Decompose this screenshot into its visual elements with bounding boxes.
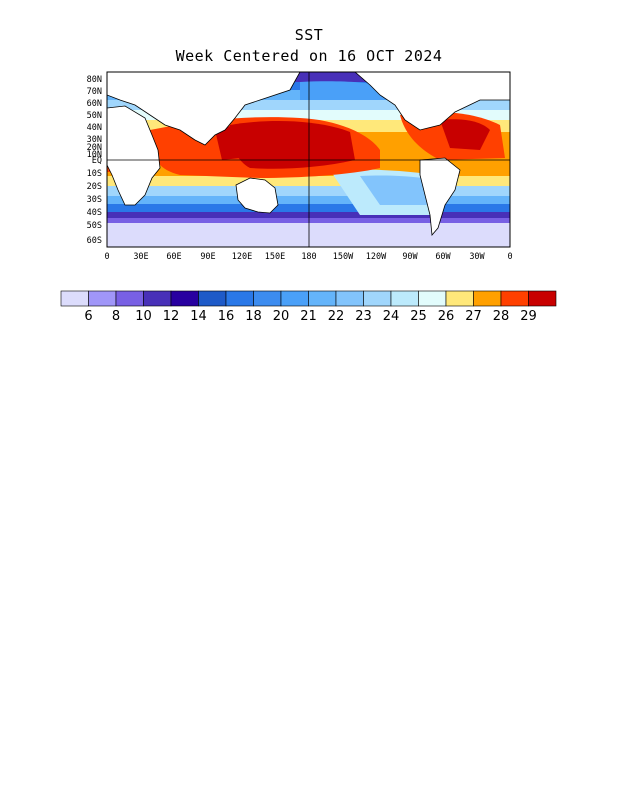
latitude-axis: 80N 70N 60N 50N 40N 30N 20N 10N EQ 10S 2…	[87, 75, 102, 246]
lat-tick: 70N	[87, 87, 102, 97]
lat-tick: 30S	[87, 195, 102, 205]
lon-tick: 0	[104, 252, 109, 262]
lon-tick: 90E	[200, 252, 215, 262]
colorbar-swatch	[280, 290, 309, 307]
longitude-axis: 0 30E 60E 90E 120E 150E 180 150W 120W 90…	[104, 252, 512, 262]
lat-tick: 40N	[87, 123, 102, 133]
lon-tick: 60W	[435, 252, 451, 262]
lon-tick: 120E	[232, 252, 252, 262]
lat-tick: 10N	[87, 150, 102, 160]
colorbar-label: 29	[520, 309, 537, 324]
colorbar-swatch	[528, 290, 557, 307]
colorbar-swatch	[143, 290, 172, 307]
colorbar-swatch	[418, 290, 447, 307]
lat-tick: 80N	[87, 75, 102, 85]
colorbar-label: 6	[84, 309, 92, 324]
lon-tick: 150W	[333, 252, 354, 262]
colorbar-swatch	[500, 290, 529, 307]
colorbar-swatch	[198, 290, 227, 307]
lon-tick: 180	[301, 252, 316, 262]
lat-tick: 30N	[87, 135, 102, 145]
colorbar-label: 27	[465, 309, 482, 324]
land-masses	[107, 72, 510, 236]
colorbar-swatch	[363, 290, 392, 307]
colorbar-swatch	[225, 290, 254, 307]
colorbar-label: 26	[438, 309, 455, 324]
colorbar-swatch	[308, 290, 337, 307]
lat-tick: 60N	[87, 99, 102, 109]
lon-tick: 0	[507, 252, 512, 262]
colorbar-swatch	[88, 290, 117, 307]
colorbar-label: 8	[112, 309, 120, 324]
colorbar-label: 20	[273, 309, 290, 324]
lon-tick: 30W	[469, 252, 485, 262]
lon-tick: 150E	[265, 252, 285, 262]
colorbar-swatch	[335, 290, 364, 307]
colorbar	[60, 290, 557, 307]
lon-tick: 90W	[402, 252, 418, 262]
lat-tick: 40S	[87, 208, 102, 218]
colorbar-label: 24	[383, 309, 400, 324]
map-subtitle: Week Centered on 16 OCT 2024	[175, 47, 443, 65]
lat-tick: 50S	[87, 221, 102, 231]
map-title: SST	[294, 26, 324, 44]
map-frame	[106, 71, 511, 248]
lat-tick: 50N	[87, 111, 102, 121]
colorbar-swatch	[473, 290, 502, 307]
lat-tick: EQ	[92, 156, 102, 166]
lat-tick: 20S	[87, 182, 102, 192]
colorbar-labels: 6 8 10 12 14 16 18 20 21 22 23 24 25 26 27 28 29	[84, 309, 536, 324]
colorbar-swatch	[390, 290, 419, 307]
colorbar-swatch	[115, 290, 144, 307]
lon-tick: 30E	[133, 252, 148, 262]
colorbar-label: 21	[300, 309, 317, 324]
lon-tick: 60E	[166, 252, 181, 262]
colorbar-swatch	[60, 290, 89, 307]
colorbar-swatch	[170, 290, 199, 307]
lat-tick: 60S	[87, 236, 102, 246]
colorbar-label: 25	[410, 309, 427, 324]
lat-tick: 10S	[87, 169, 102, 179]
colorbar-label: 12	[163, 309, 180, 324]
colorbar-label: 22	[328, 309, 345, 324]
colorbar-swatch	[445, 290, 474, 307]
colorbar-label: 18	[245, 309, 262, 324]
colorbar-label: 16	[218, 309, 235, 324]
colorbar-label: 14	[190, 309, 207, 324]
colorbar-label: 10	[135, 309, 152, 324]
colorbar-label: 28	[493, 309, 510, 324]
lat-tick: 20N	[87, 143, 102, 153]
colorbar-swatch	[253, 290, 282, 307]
lon-tick: 120W	[366, 252, 387, 262]
colorbar-label: 23	[355, 309, 372, 324]
